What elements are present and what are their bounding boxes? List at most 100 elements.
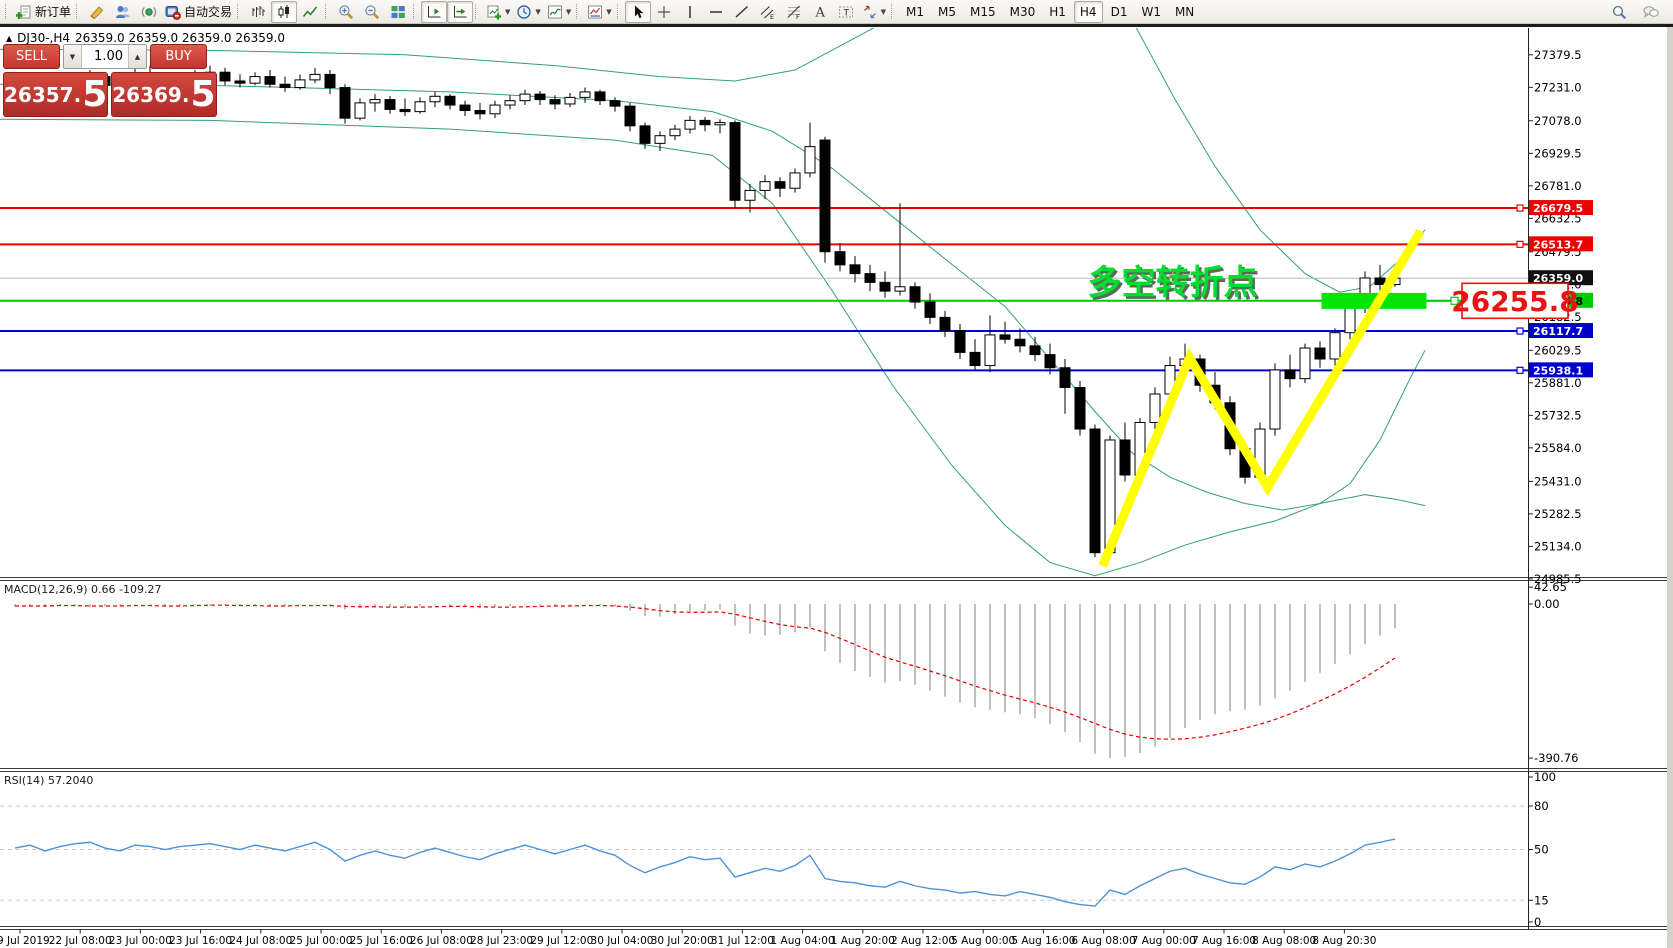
toolbar-brush-button[interactable] [84, 1, 110, 23]
volume-stepper: ▼ ▲ [63, 44, 147, 69]
timeframe-H1-button[interactable]: H1 [1043, 1, 1072, 23]
svg-text:26117.7: 26117.7 [1533, 325, 1583, 338]
toolbar-auto-trading-button[interactable]: 自动交易 [162, 1, 235, 23]
toolbar-zoom-out-button[interactable] [359, 1, 385, 23]
timeframe-M30-button[interactable]: M30 [1004, 1, 1042, 23]
turning-point-text: 多空转折点 [1088, 263, 1258, 303]
toolbar-button-label: W1 [1141, 4, 1161, 19]
toolbar-text-button[interactable]: A [807, 1, 833, 23]
chevron-down-icon: ▼ [565, 7, 572, 16]
timeframe-M15-button[interactable]: M15 [964, 1, 1002, 23]
svg-text:25134.0: 25134.0 [1534, 539, 1582, 553]
toolbar-group: ▼ [576, 1, 614, 23]
toolbar-fibonacci-button[interactable]: F [781, 1, 807, 23]
toolbar-chat-button[interactable] [1638, 1, 1664, 23]
toolbar-candle-chart-button[interactable] [271, 0, 298, 23]
svg-text:7 Aug 16:00: 7 Aug 16:00 [1192, 935, 1256, 947]
toolbar-group [237, 0, 323, 23]
toolbar-button-label: 新订单 [35, 5, 72, 19]
svg-text:24985.5: 24985.5 [1534, 572, 1582, 586]
toolbar-group [413, 0, 474, 23]
horizontal-levels [0, 207, 1528, 372]
symbol-header: ▲ DJ30-,H4 26359.0 26359.0 26359.0 26359… [6, 31, 285, 45]
volume-increase-button[interactable]: ▲ [128, 45, 146, 68]
new-order-icon [16, 5, 31, 19]
toolbar-users-button[interactable] [110, 1, 136, 23]
main-toolbar: 新订单 自动交易 ▼ ▼ ▼ ▼ E F A T ▼ M1 M5 M15 M30 H1 H4 D1 W1 MN [0, 0, 1673, 24]
toolbar-new-chart-button[interactable]: ▼ [483, 1, 513, 23]
toolbar-horizontal-line-button[interactable] [703, 1, 729, 23]
timeframe-MN-button[interactable]: MN [1169, 1, 1200, 23]
zoom-in-icon [339, 4, 354, 19]
sell-price-button[interactable]: 26357. 5 [3, 72, 109, 117]
svg-text:25 Jul 16:00: 25 Jul 16:00 [350, 935, 413, 947]
search-icon [1612, 5, 1627, 19]
bar-chart-icon [252, 5, 266, 17]
svg-text:24 Jul 08:00: 24 Jul 08:00 [229, 935, 292, 947]
toolbar-bar-chart-button[interactable] [245, 1, 271, 23]
price-axis: 27379.527231.027078.026929.526781.026632… [1528, 48, 1582, 586]
buy-button[interactable]: BUY [150, 44, 207, 69]
window-frame-divider [0, 24, 1673, 27]
macd-indicator-label: MACD(12,26,9) 0.66 -109.27 [4, 583, 162, 596]
svg-text:F: F [796, 13, 800, 20]
toolbar-text-label-button[interactable]: T [833, 1, 859, 23]
turning-point-text-shadow: 多空转折点 [1090, 266, 1260, 306]
toolbar-line-chart-button[interactable] [297, 1, 323, 23]
toolbar-channel-button[interactable]: E [755, 1, 781, 23]
indicators-icon [547, 5, 562, 18]
toolbar-button-label: H1 [1049, 4, 1066, 19]
macd-pane [14, 604, 1396, 759]
auto-trading-icon [165, 5, 181, 20]
svg-text:26929.5: 26929.5 [1534, 146, 1582, 160]
trendline-icon [735, 5, 748, 18]
line-endpoint-marker [1516, 204, 1524, 212]
buy-price-button[interactable]: 26369. 5 [111, 72, 217, 117]
toolbar-periods-button[interactable]: ▼ [513, 1, 543, 23]
volume-decrease-button[interactable]: ▼ [64, 45, 82, 68]
svg-text:25938.1: 25938.1 [1533, 364, 1583, 377]
timeframe-D1-button[interactable]: D1 [1105, 1, 1134, 23]
volume-input[interactable] [82, 45, 128, 68]
toolbar-crosshair-button[interactable] [651, 1, 677, 23]
chevron-down-icon: ▼ [505, 7, 511, 16]
svg-text:26 Jul 08:00: 26 Jul 08:00 [410, 935, 473, 947]
toolbar-group [325, 1, 411, 23]
timeframe-W1-button[interactable]: W1 [1135, 1, 1167, 23]
toolbar-indicators-button[interactable]: ▼ [544, 1, 574, 23]
sell-price-big-digit: 5 [82, 73, 108, 115]
svg-text:25881.0: 25881.0 [1534, 376, 1582, 390]
toolbar-button-label: 自动交易 [184, 5, 233, 19]
timeframe-H4-button[interactable]: H4 [1073, 0, 1103, 23]
svg-text:1 Aug 20:00: 1 Aug 20:00 [831, 935, 895, 947]
toolbar-broadcast-button[interactable] [136, 1, 162, 23]
toolbar-zoom-in-button[interactable] [333, 1, 359, 23]
toolbar-templates-button[interactable]: ▼ [584, 1, 614, 23]
zigzag-annotation [1098, 228, 1425, 568]
svg-text:26029.5: 26029.5 [1534, 343, 1582, 357]
svg-text:29 Jul 12:00: 29 Jul 12:00 [530, 935, 593, 947]
toolbar-trendline-button[interactable] [729, 1, 755, 23]
toolbar-button-label: M5 [937, 4, 956, 19]
svg-text:23 Jul 00:00: 23 Jul 00:00 [109, 935, 172, 947]
collapse-triangle-icon[interactable]: ▲ [6, 33, 13, 43]
rsi-line [14, 838, 1396, 907]
toolbar-cursor-button[interactable] [624, 0, 651, 23]
toolbar-new-order-button[interactable]: 新订单 [13, 1, 74, 23]
sell-button[interactable]: SELL [3, 44, 60, 69]
svg-text:50: 50 [1534, 843, 1549, 857]
toolbar-vertical-line-button[interactable] [677, 1, 703, 23]
one-click-trading-panel: SELL ▼ ▲ BUY 26357. 5 26369. 5 [3, 44, 217, 117]
toolbar-arrows-button[interactable]: ▼ [859, 1, 889, 23]
toolbar-chart-shift-button[interactable] [421, 0, 448, 23]
toolbar-button-label: M30 [1009, 4, 1036, 19]
toolbar-tile-windows-button[interactable] [385, 1, 411, 23]
timeframe-M5-button[interactable]: M5 [932, 1, 962, 23]
svg-text:25282.5: 25282.5 [1534, 507, 1582, 521]
timeframe-M1-button[interactable]: M1 [900, 1, 930, 23]
channel-icon: E [760, 5, 774, 20]
toolbar-search-button[interactable] [1606, 1, 1632, 23]
toolbar-auto-scroll-button[interactable] [447, 0, 474, 23]
svg-text:30 Jul 04:00: 30 Jul 04:00 [591, 935, 654, 947]
